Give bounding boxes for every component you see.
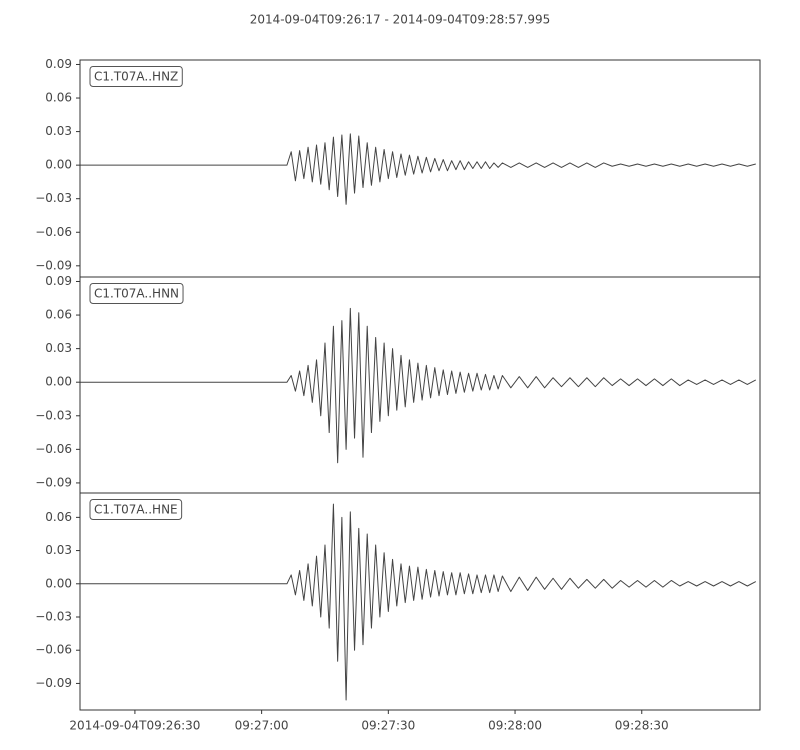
y-tick-label: −0.03 bbox=[35, 191, 72, 205]
trace-label-box bbox=[89, 283, 184, 304]
y-tick-label: 0.09 bbox=[45, 57, 72, 71]
trace-label: C1.T07A..HNN bbox=[94, 287, 179, 301]
trace-label-box bbox=[89, 66, 183, 87]
panel-frame bbox=[79, 59, 761, 278]
x-tick-label: 09:27:00 bbox=[235, 719, 289, 733]
y-tick-label: 0.00 bbox=[45, 576, 72, 590]
y-tick-label: 0.09 bbox=[45, 274, 72, 288]
y-tick-label: −0.09 bbox=[35, 475, 72, 489]
y-tick-label: 0.06 bbox=[45, 91, 72, 105]
y-tick-label: −0.09 bbox=[35, 676, 72, 690]
trace-label-box bbox=[89, 499, 183, 520]
y-tick-label: −0.06 bbox=[35, 643, 72, 657]
y-tick-label: −0.06 bbox=[35, 225, 72, 239]
y-tick-label: 0.00 bbox=[45, 158, 72, 172]
y-tick-label: 0.03 bbox=[45, 124, 72, 138]
trace-label: C1.T07A..HNZ bbox=[94, 70, 178, 84]
waveform bbox=[80, 133, 756, 205]
y-tick-label: 0.03 bbox=[45, 341, 72, 355]
chart-title: 2014-09-04T09:26:17 - 2014-09-04T09:28:5… bbox=[250, 13, 551, 27]
x-tick-label: 09:28:30 bbox=[615, 719, 669, 733]
y-tick-label: −0.03 bbox=[35, 610, 72, 624]
waveform bbox=[80, 307, 757, 464]
panel-frame bbox=[79, 492, 761, 711]
y-tick-label: 0.06 bbox=[45, 510, 72, 524]
waveform bbox=[80, 503, 757, 701]
y-tick-label: 0.00 bbox=[45, 375, 72, 389]
y-tick-label: 0.06 bbox=[45, 308, 72, 322]
x-tick-label: 09:27:30 bbox=[361, 719, 415, 733]
y-tick-label: −0.09 bbox=[35, 258, 72, 272]
y-tick-label: 0.03 bbox=[45, 543, 72, 557]
trace-label: C1.T07A..HNE bbox=[94, 503, 178, 517]
x-tick-label: 09:28:00 bbox=[488, 719, 542, 733]
y-tick-label: −0.03 bbox=[35, 408, 72, 422]
y-tick-label: −0.06 bbox=[35, 442, 72, 456]
x-tick-label: 2014-09-04T09:26:30 bbox=[69, 719, 200, 733]
